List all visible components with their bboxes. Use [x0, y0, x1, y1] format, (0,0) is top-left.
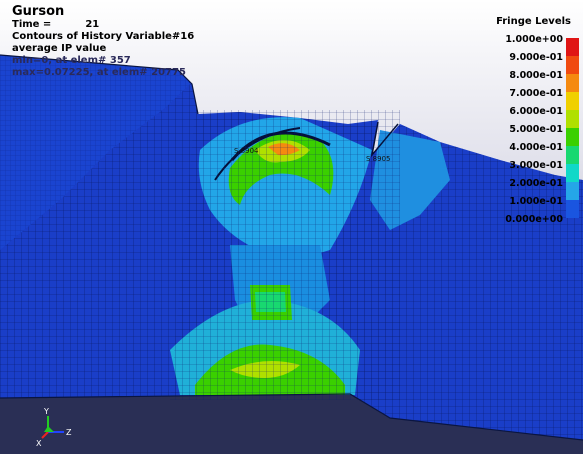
- legend-level-label: 6.000e-01: [509, 106, 563, 117]
- element-label: S 8905: [366, 155, 391, 163]
- legend-level-label: 5.000e-01: [509, 124, 563, 135]
- legend-swatch: [566, 182, 579, 200]
- legend-level-label: 3.000e-01: [509, 160, 563, 171]
- legend-swatch: [566, 38, 579, 56]
- legend-swatch: [566, 74, 579, 92]
- axis-triad: Y Z X: [36, 407, 72, 448]
- legend-level-label: 1.000e-01: [509, 196, 563, 207]
- contour-variable: Contours of History Variable#16: [12, 31, 195, 42]
- time-readout: Time = 21: [12, 19, 99, 31]
- max-readout: max=0.07225, at elem# 20775: [12, 67, 186, 78]
- model-title: Gurson: [12, 4, 65, 19]
- min-readout: min=0, at elem# 357: [12, 55, 131, 66]
- triad-y-label: Y: [43, 407, 49, 416]
- time-label: Time =: [12, 19, 52, 30]
- legend-swatch: [566, 200, 579, 218]
- legend-swatch: [566, 110, 579, 128]
- legend-level-label: 0.000e+00: [505, 214, 563, 225]
- legend-swatch: [566, 164, 579, 182]
- legend-level-label: 2.000e-01: [509, 178, 563, 189]
- average-label: average IP value: [12, 43, 107, 54]
- triad-z-label: Z: [66, 428, 72, 437]
- legend-swatch: [566, 128, 579, 146]
- substrate-body: [0, 392, 583, 454]
- legend-swatch: [566, 146, 579, 164]
- legend-level-label: 9.000e-01: [509, 52, 563, 63]
- legend-swatch: [566, 92, 579, 110]
- legend-level-label: 7.000e-01: [509, 88, 563, 99]
- legend-level-label: 8.000e-01: [509, 70, 563, 81]
- legend-title: Fringe Levels: [496, 16, 571, 27]
- element-label: S 8904: [234, 147, 259, 155]
- legend-level-label: 1.000e+00: [505, 34, 563, 45]
- legend-swatch: [566, 56, 579, 74]
- triad-x-label: X: [36, 439, 42, 448]
- legend-level-label: 4.000e-01: [509, 142, 563, 153]
- time-value: 21: [85, 19, 100, 30]
